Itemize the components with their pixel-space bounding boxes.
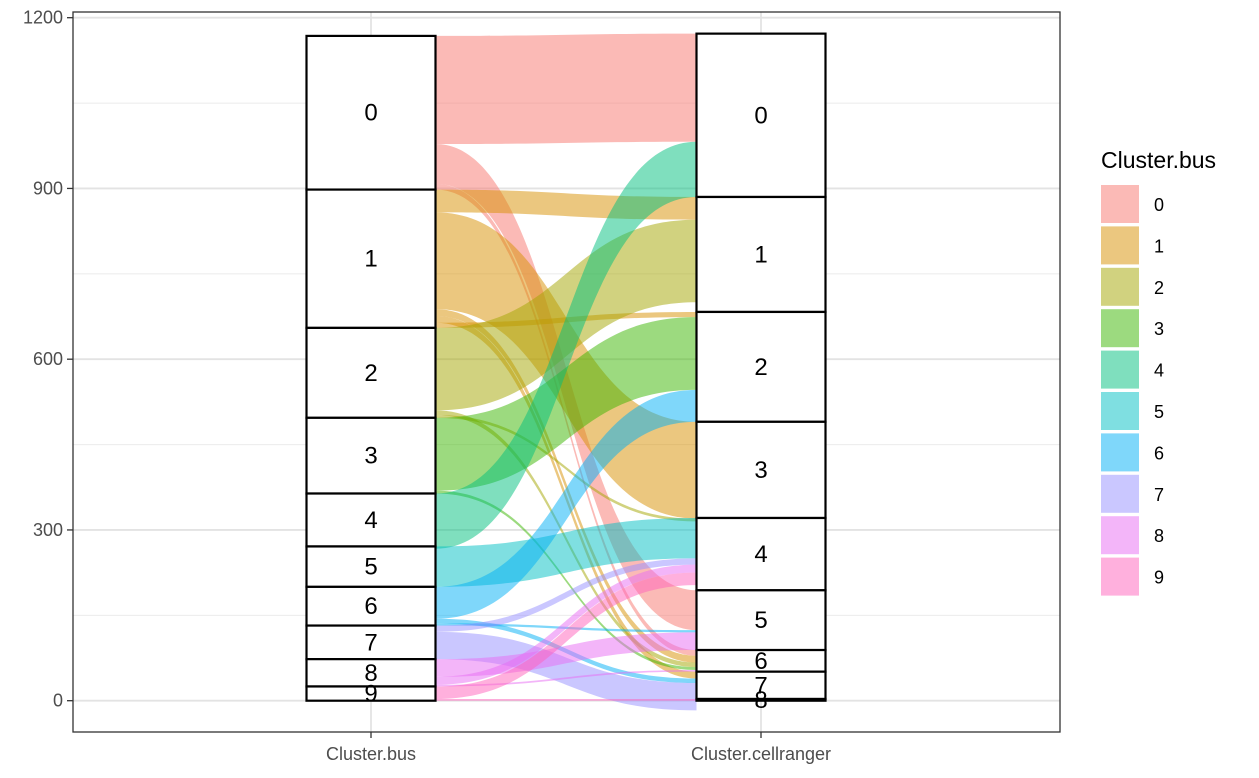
flow-9-to-8 [435, 698, 697, 701]
x-tick-label: Cluster.cellranger [691, 744, 831, 764]
legend-key-6 [1101, 433, 1139, 472]
flow-3-to-2 [435, 317, 697, 491]
stratum-box-bus-2 [305, 326, 437, 419]
legend-key-5 [1101, 392, 1139, 430]
stratum-label-bus-3: 3 [364, 443, 377, 470]
flow-2-to-3 [435, 414, 697, 522]
stratum-label-bus-8: 8 [364, 660, 377, 687]
stratum-box-bus-5 [305, 545, 437, 588]
stratum-label-cellranger-7: 7 [754, 672, 767, 699]
legend-label-6: 6 [1154, 443, 1164, 463]
stratum-label-bus-9: 9 [364, 681, 377, 708]
flows-layer [435, 33, 697, 711]
legend-key-7 [1101, 474, 1139, 513]
flow-7-to-4 [435, 558, 697, 632]
flow-8-to-6 [435, 669, 697, 687]
stratum-box-cellranger-3 [695, 420, 827, 520]
legend-key-0 [1101, 185, 1139, 223]
stratum-box-cellranger-2 [695, 310, 827, 423]
flow-7-to-7 [435, 631, 697, 711]
stratum-label-bus-4: 4 [364, 507, 377, 534]
x-tick-label: Cluster.bus [326, 744, 416, 764]
stratum-label-cellranger-3: 3 [754, 457, 767, 484]
legend-label-4: 4 [1154, 361, 1164, 381]
flow-6-to-2 [435, 389, 697, 619]
stratum-box-cellranger-7 [695, 670, 827, 701]
legend-label-9: 9 [1154, 568, 1164, 588]
y-tick-label: 600 [33, 349, 63, 369]
stratum-label-cellranger-0: 0 [754, 102, 767, 129]
legend-key-3 [1101, 309, 1139, 348]
panel-border [72, 11, 1061, 733]
y-tick-label: 300 [33, 520, 63, 540]
flow-2-to-1 [435, 219, 697, 411]
legend-key-9 [1101, 557, 1139, 596]
legend-key-4 [1101, 350, 1139, 389]
flow-3-to-6 [435, 490, 697, 670]
flow-9-to-4 [435, 572, 697, 699]
stratum-label-bus-6: 6 [364, 593, 377, 620]
flow-4-to-0 [435, 141, 697, 549]
stratum-label-cellranger-8: 8 [754, 687, 767, 714]
stratum-label-cellranger-4: 4 [754, 541, 767, 568]
legend-key-1 [1101, 226, 1139, 265]
legend-title: Cluster.bus [1101, 147, 1216, 173]
stratum-box-bus-9 [305, 685, 437, 702]
stratum-label-bus-2: 2 [364, 360, 377, 387]
flow-1-to-6 [435, 309, 697, 663]
flow-8-to-4 [435, 564, 697, 685]
stratum-box-cellranger-5 [695, 589, 827, 652]
stratum-label-bus-7: 7 [364, 629, 377, 656]
flow-0-to-0 [435, 33, 697, 145]
stratum-box-cellranger-4 [695, 516, 827, 592]
stratum-box-bus-0 [305, 34, 437, 191]
y-tick-label: 0 [53, 691, 63, 711]
stratum-box-cellranger-0 [695, 32, 827, 199]
legend-label-2: 2 [1154, 278, 1164, 298]
legend-label-8: 8 [1154, 526, 1164, 546]
legend-label-3: 3 [1154, 319, 1164, 339]
y-tick-label: 900 [33, 178, 63, 198]
stratum-box-cellranger-8 [695, 697, 827, 702]
stratum-label-cellranger-6: 6 [754, 648, 767, 675]
stratum-label-bus-1: 1 [364, 246, 377, 273]
legend-label-7: 7 [1154, 485, 1164, 505]
stratum-label-bus-5: 5 [364, 554, 377, 581]
stratum-label-cellranger-2: 2 [754, 354, 767, 381]
legend-label-0: 0 [1154, 195, 1164, 215]
legend-label-1: 1 [1154, 236, 1164, 256]
panel-border-layer [72, 11, 1061, 733]
legend-key-2 [1101, 267, 1139, 306]
stratum-label-bus-0: 0 [364, 100, 377, 127]
legend: Cluster.bus 0 1 2 3 4 5 6 7 8 9 [1101, 147, 1216, 596]
legend-label-5: 5 [1154, 402, 1164, 422]
y-tick-label: 1200 [23, 8, 63, 28]
stratum-box-bus-1 [305, 188, 437, 329]
stratum-label-cellranger-1: 1 [754, 241, 767, 268]
stratum-box-bus-3 [305, 416, 437, 495]
stratum-label-cellranger-5: 5 [754, 607, 767, 634]
legend-key-8 [1101, 516, 1139, 555]
stratum-box-bus-6 [305, 585, 437, 627]
